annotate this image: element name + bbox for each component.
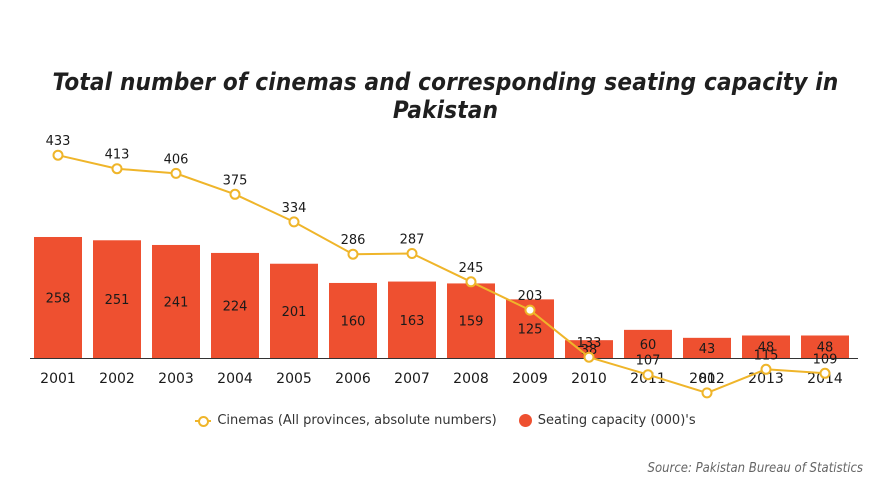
bar-2006	[329, 282, 377, 358]
chart-title: Total number of cinemas and correspondin…	[52, 68, 839, 124]
bar-2007	[388, 281, 436, 358]
line-value-label-2009: 203	[518, 289, 543, 304]
x-tick-label-2014: 2014	[807, 371, 843, 387]
line-point-2001	[52, 149, 64, 161]
line-point-2008	[465, 276, 477, 288]
line-value-label-2014: 109	[813, 352, 838, 367]
bar-value-label-2002: 251	[105, 293, 130, 308]
bar-value-label-2009: 125	[518, 323, 543, 338]
bar-2002	[93, 240, 141, 358]
line-point-2010	[583, 351, 595, 363]
x-tick-label-2002: 2002	[99, 371, 135, 387]
x-tick-label-2003: 2003	[158, 371, 194, 387]
bar-value-label-2013: 48	[758, 341, 775, 356]
x-tick-label-2012: 2012	[689, 371, 725, 387]
bar-value-label-2008: 159	[459, 315, 484, 330]
line-point-2002	[111, 163, 123, 175]
line-value-label-2007: 287	[400, 233, 425, 248]
line-point-2005	[288, 216, 300, 228]
source-note: Source: Pakistan Bureau of Statistics	[647, 461, 863, 476]
x-tick-label-2008: 2008	[453, 371, 489, 387]
bar-2013	[742, 335, 790, 358]
line-value-label-2002: 413	[105, 148, 130, 163]
line-value-label-2006: 286	[341, 233, 366, 248]
line-point-2013	[760, 363, 772, 375]
bar-2011	[624, 329, 672, 358]
bar-value-label-2012: 43	[699, 342, 716, 357]
bar-value-label-2007: 163	[400, 314, 425, 329]
legend-label-seating: Seating capacity (000)'s	[537, 413, 696, 428]
line-point-2007	[406, 248, 418, 259]
line-value-label-2004: 375	[223, 173, 248, 188]
line-points	[52, 149, 831, 399]
x-tick-label-2001: 2001	[40, 371, 76, 387]
x-tick-label-2004: 2004	[217, 371, 253, 387]
bar-2014	[801, 335, 849, 358]
line-value-label-2008: 245	[459, 261, 484, 276]
line-point-2004	[229, 188, 241, 200]
legend-label-cinemas: Cinemas (All provinces, absolute numbers…	[217, 413, 497, 428]
cinemas-line	[57, 154, 826, 394]
legend-item-seating: Seating capacity (000)'s	[518, 413, 696, 428]
bar-2001	[34, 236, 82, 358]
bar-2005	[270, 263, 318, 358]
x-tick-label-2010: 2010	[571, 371, 607, 387]
bar-value-label-2011: 60	[640, 338, 657, 353]
x-tick-label-2009: 2009	[512, 371, 548, 387]
line-point-2009	[524, 304, 536, 316]
x-tick-label-2007: 2007	[394, 371, 430, 387]
line-value-label-2005: 334	[282, 201, 307, 216]
line-value-label-2012: 80	[699, 372, 716, 387]
bar-value-label-2005: 201	[282, 305, 307, 320]
line-point-2011	[642, 369, 654, 381]
line-value-label-2011: 107	[636, 354, 661, 369]
bar-value-label-2001: 258	[46, 291, 71, 306]
legend: Cinemas (All provinces, absolute numbers…	[0, 413, 891, 428]
line-point-2014	[819, 367, 831, 379]
bar-value-label-2006: 160	[341, 314, 366, 329]
line-value-label-2003: 406	[164, 152, 189, 167]
bar-2003	[152, 244, 200, 358]
line-value-label-2013: 115	[754, 348, 779, 363]
line-value-labels: 433 413 406 375 334 286 287 245 203 133 107 80 115 10…	[46, 134, 838, 387]
line-point-2006	[347, 248, 359, 260]
bar-value-label-2003: 241	[164, 295, 189, 310]
bar-2004	[211, 252, 259, 358]
legend-item-cinemas: Cinemas (All provinces, absolute numbers…	[195, 413, 497, 428]
line-point-2003	[170, 167, 182, 179]
bar-value-label-2004: 224	[223, 299, 248, 314]
line-value-label-2010: 133	[577, 336, 602, 351]
bar-series	[34, 236, 849, 358]
bar-value-label-2014: 48	[817, 341, 834, 356]
x-tick-label-2005: 2005	[276, 371, 312, 387]
bar-2010	[565, 340, 613, 358]
bar-2012	[683, 337, 731, 358]
x-tick-label-2006: 2006	[335, 371, 371, 387]
x-tick-label-2013: 2013	[748, 371, 784, 387]
line-value-label-2001: 433	[46, 134, 71, 149]
x-axis-tick-labels: 2001 2002 2003 2004 2005 2006 2007 2008 2009 2010…	[40, 371, 843, 387]
line-point-2012	[701, 387, 713, 399]
legend-bar-marker-icon	[518, 414, 532, 427]
bar-2008	[447, 283, 495, 358]
legend-line-marker-icon	[195, 415, 212, 427]
